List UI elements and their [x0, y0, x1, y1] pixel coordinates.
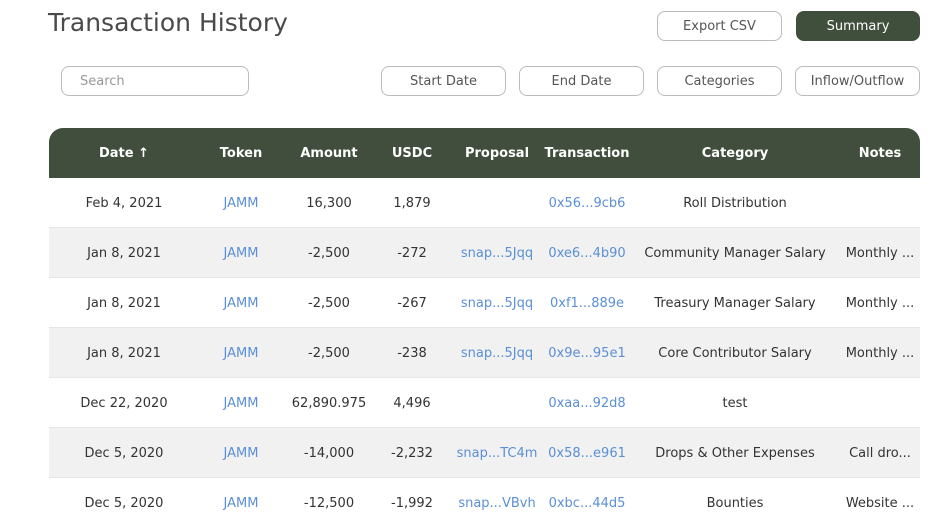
- transaction-link[interactable]: 0xf1...889e: [549, 295, 625, 311]
- table-header: Date ↑ Token Amount USDC Proposal Transaction…: [49, 128, 920, 178]
- usdc-cell: -2,232: [391, 445, 433, 461]
- notes-cell: Monthly ...: [845, 245, 915, 261]
- transaction-link[interactable]: 0x9e...95e1: [548, 345, 626, 361]
- category-cell: Bounties: [706, 495, 764, 511]
- date-cell: Dec 5, 2020: [84, 495, 164, 511]
- transaction-link[interactable]: 0xe6...4b90: [548, 245, 626, 261]
- proposal-link[interactable]: snap...5Jqq: [460, 245, 534, 261]
- usdc-cell: -238: [397, 345, 427, 361]
- date-cell: Feb 4, 2021: [85, 195, 163, 211]
- token-cell: JAMM: [223, 245, 259, 261]
- column-header[interactable]: Date ↑: [98, 145, 150, 161]
- export-csv-button[interactable]: Export CSV: [657, 11, 782, 41]
- category-cell: test: [722, 395, 748, 411]
- notes-cell: Website ...: [845, 495, 915, 511]
- token-cell: JAMM: [223, 395, 259, 411]
- amount-cell: -12,500: [303, 495, 355, 511]
- table-row: Dec 5, 2020 JAMM -14,000 -2,232 snap...TC4m 0…: [49, 428, 920, 478]
- search-input[interactable]: Search: [61, 66, 249, 96]
- transaction-link[interactable]: 0x56...9cb6: [548, 195, 626, 211]
- date-cell: Jan 8, 2021: [87, 245, 161, 261]
- end-date-button[interactable]: End Date: [519, 66, 644, 96]
- date-cell: Jan 8, 2021: [87, 345, 161, 361]
- token-cell: JAMM: [223, 495, 259, 511]
- table-row: Jan 8, 2021 JAMM -2,500 -272 snap...5Jqq 0xe6…: [49, 228, 920, 278]
- column-header: Transaction: [544, 145, 630, 161]
- transaction-link[interactable]: 0xaa...92d8: [548, 395, 626, 411]
- usdc-cell: -1,992: [391, 495, 433, 511]
- amount-cell: -2,500: [308, 295, 350, 311]
- table-row: Jan 8, 2021 JAMM -2,500 -267 snap...5Jqq 0xf1…: [49, 278, 920, 328]
- transaction-table: Date ↑ Token Amount USDC Proposal Transaction…: [49, 128, 920, 520]
- date-cell: Dec 22, 2020: [80, 395, 168, 411]
- table-row: Dec 5, 2020 JAMM -12,500 -1,992 snap...VBvh 0…: [49, 478, 920, 520]
- transaction-link[interactable]: 0xbc...44d5: [548, 495, 626, 511]
- column-header: USDC: [391, 145, 433, 161]
- proposal-link[interactable]: snap...5Jqq: [460, 345, 534, 361]
- category-cell: Community Manager Salary: [644, 245, 826, 261]
- categories-button[interactable]: Categories: [657, 66, 782, 96]
- summary-button[interactable]: Summary: [796, 11, 920, 41]
- column-header: Proposal: [464, 145, 530, 161]
- amount-cell: -2,500: [308, 245, 350, 261]
- date-cell: Jan 8, 2021: [87, 295, 161, 311]
- category-cell: Core Contributor Salary: [658, 345, 812, 361]
- table-row: Dec 22, 2020 JAMM 62,890.975 4,496 0xaa...92…: [49, 378, 920, 428]
- token-cell: JAMM: [223, 295, 259, 311]
- token-cell: JAMM: [223, 195, 259, 211]
- usdc-cell: -272: [397, 245, 427, 261]
- column-header: Amount: [300, 145, 358, 161]
- token-cell: JAMM: [223, 345, 259, 361]
- notes-cell: Call dro...: [849, 445, 911, 461]
- usdc-cell: 4,496: [393, 395, 431, 411]
- category-cell: Roll Distribution: [683, 195, 787, 211]
- category-cell: Treasury Manager Salary: [654, 295, 816, 311]
- column-header: Category: [701, 145, 769, 161]
- table-row: Feb 4, 2021 JAMM 16,300 1,879 0x56...9cb6 Rol…: [49, 178, 920, 228]
- category-cell: Drops & Other Expenses: [655, 445, 815, 461]
- proposal-link[interactable]: snap...VBvh: [458, 495, 536, 511]
- column-header: Notes: [858, 145, 902, 161]
- proposal-link[interactable]: snap...TC4m: [456, 445, 538, 461]
- transaction-link[interactable]: 0x58...e961: [548, 445, 626, 461]
- token-cell: JAMM: [223, 445, 259, 461]
- usdc-cell: 1,879: [393, 195, 431, 211]
- notes-cell: Monthly ...: [845, 345, 915, 361]
- page-title: Transaction History: [48, 8, 288, 37]
- date-cell: Dec 5, 2020: [84, 445, 164, 461]
- amount-cell: -2,500: [308, 345, 350, 361]
- column-header: Token: [219, 145, 263, 161]
- amount-cell: -14,000: [303, 445, 355, 461]
- proposal-link[interactable]: snap...5Jqq: [460, 295, 534, 311]
- usdc-cell: -267: [397, 295, 427, 311]
- amount-cell: 16,300: [306, 195, 352, 211]
- inflow-outflow-button[interactable]: Inflow/Outflow: [795, 66, 920, 96]
- notes-cell: Monthly ...: [845, 295, 915, 311]
- table-row: Jan 8, 2021 JAMM -2,500 -238 snap...5Jqq 0x9e…: [49, 328, 920, 378]
- start-date-button[interactable]: Start Date: [381, 66, 506, 96]
- amount-cell: 62,890.975: [291, 395, 367, 411]
